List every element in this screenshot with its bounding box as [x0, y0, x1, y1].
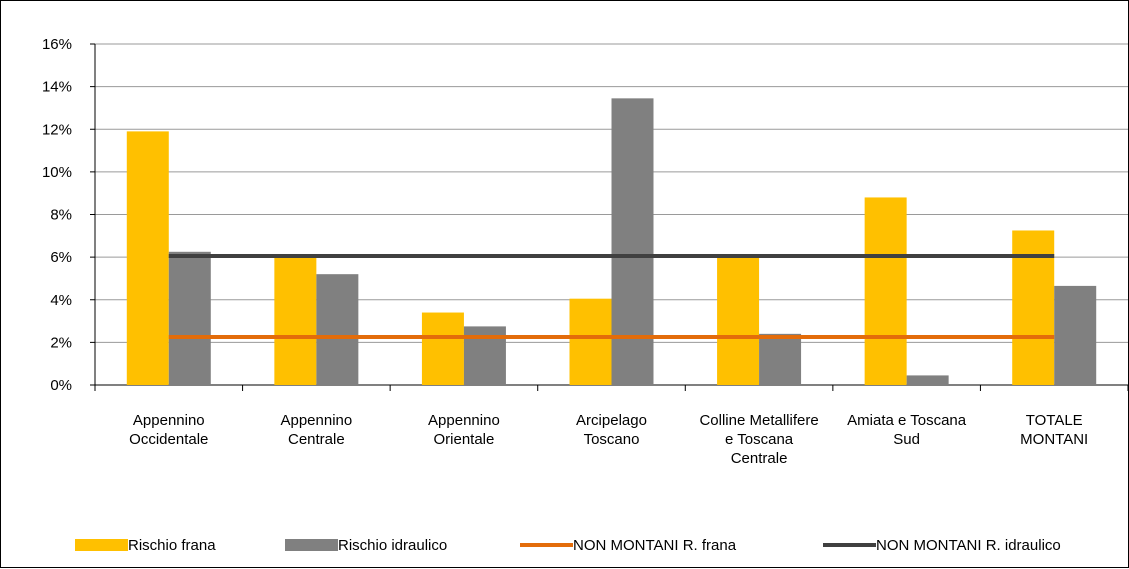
category-label: Appennino Orientale — [428, 412, 500, 448]
bar-rischio-frana — [274, 257, 317, 385]
y-tick-label: 8% — [50, 207, 72, 224]
y-tick-label: 4% — [50, 292, 72, 309]
bar-rischio-idraulico — [168, 251, 211, 385]
y-tick-label: 0% — [50, 377, 72, 394]
legend-label: NON MONTANI R. idraulico — [876, 537, 1061, 554]
bar-rischio-frana — [569, 298, 612, 385]
y-tick-label: 2% — [50, 334, 72, 351]
y-tick-label: 6% — [50, 249, 72, 266]
legend-swatch — [285, 539, 338, 551]
y-tick-label: 14% — [42, 79, 72, 96]
legend-label: Rischio frana — [128, 537, 216, 554]
bar-rischio-idraulico — [1054, 285, 1097, 385]
category-label: Amiata e Toscana Sud — [847, 412, 967, 448]
category-label: Appennino Centrale — [280, 412, 352, 448]
category-label: Appennino Occidentale — [129, 412, 208, 448]
bar-rischio-frana — [421, 312, 464, 385]
bar-rischio-frana — [864, 197, 907, 385]
bar-rischio-frana — [126, 131, 169, 385]
bar-rischio-idraulico — [316, 274, 359, 385]
bar-rischio-frana — [1012, 230, 1055, 385]
y-tick-label: 16% — [42, 36, 72, 53]
legend-label: Rischio idraulico — [338, 537, 447, 554]
bar-rischio-frana — [717, 257, 760, 385]
bar-rischio-idraulico — [906, 375, 949, 385]
bar-rischio-idraulico — [759, 333, 802, 385]
y-tick-label: 12% — [42, 121, 72, 138]
y-tick-label: 10% — [42, 164, 72, 181]
legend-label: NON MONTANI R. frana — [573, 537, 737, 554]
category-label: Colline Metallifere e Toscana Centrale — [699, 412, 818, 467]
bar-rischio-idraulico — [611, 98, 654, 386]
category-label: Arcipelago Toscano — [576, 412, 647, 448]
category-label: TOTALE MONTANI — [1020, 412, 1088, 448]
legend-swatch — [75, 539, 128, 551]
